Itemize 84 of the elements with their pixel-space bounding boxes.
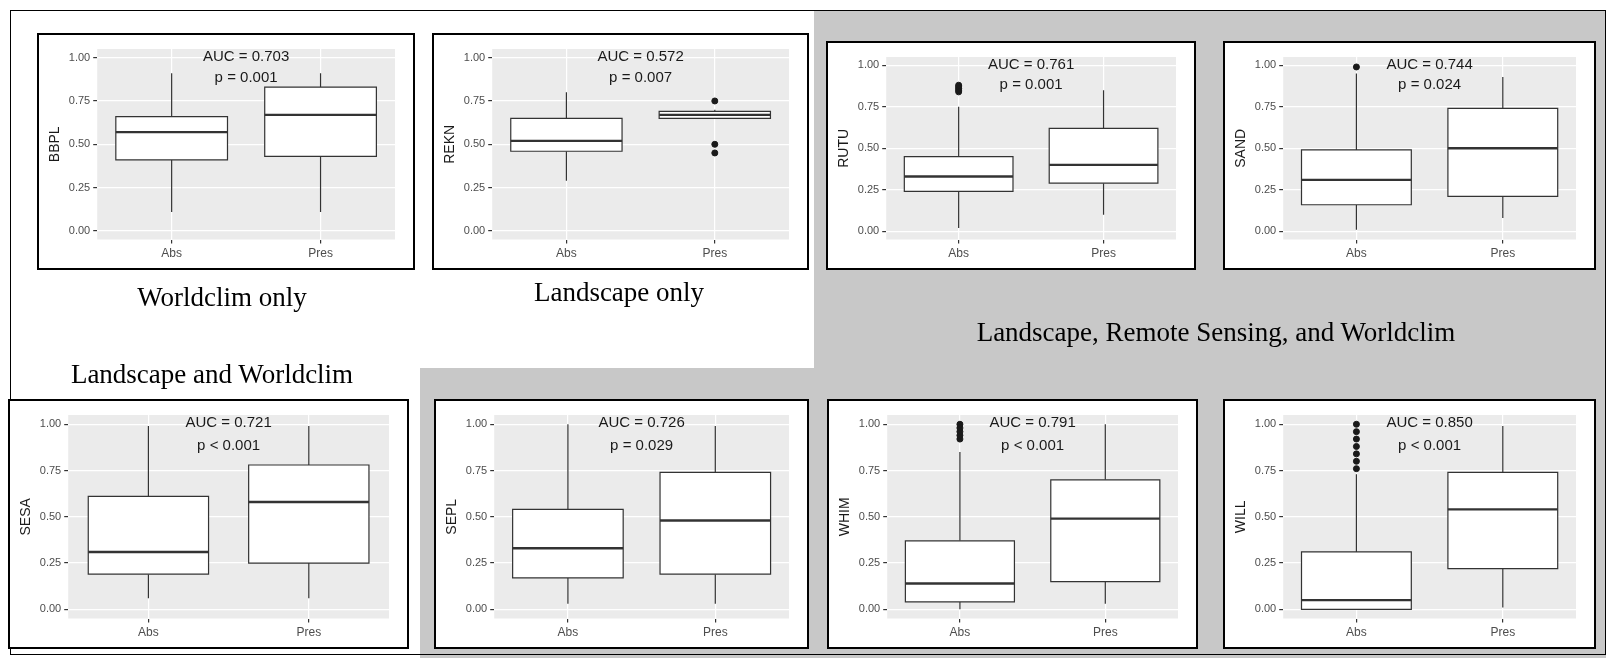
y-tick-label: 0.75: [68, 94, 91, 107]
y-tick-label: 0.50: [857, 141, 880, 154]
y-tick-label: 0.75: [39, 463, 62, 476]
x-tick-label: Abs: [557, 625, 579, 640]
x-tick-label: Abs: [948, 246, 969, 261]
y-tick-label: 0.50: [68, 137, 91, 150]
y-tick-label: 0.50: [39, 509, 62, 522]
y-axis-title: WILL: [1232, 500, 1249, 534]
y-tick-label: 0.25: [858, 556, 881, 569]
x-tick-label: Abs: [556, 246, 577, 261]
annotation: AUC = 0.744: [1386, 55, 1473, 73]
y-tick-label: 0.25: [39, 556, 62, 569]
x-tick-label: Pres: [1490, 625, 1516, 640]
y-tick-label: 1.00: [1254, 58, 1277, 71]
y-axis-title: REKN: [441, 124, 458, 164]
y-tick-label: 0.00: [463, 223, 486, 236]
annotation: p = 0.029: [610, 435, 674, 453]
annotation: AUC = 0.761: [987, 55, 1075, 73]
x-tick-label: Abs: [1346, 625, 1367, 640]
y-axis-title: SAND: [1232, 128, 1249, 168]
x-tick-label: Abs: [138, 625, 159, 640]
x-tick-label: Abs: [1346, 246, 1367, 261]
y-tick-label: 0.75: [1254, 463, 1277, 476]
y-tick-label: 1.00: [465, 417, 488, 430]
x-tick-label: Pres: [296, 625, 322, 640]
annotation: AUC = 0.850: [1386, 413, 1473, 431]
text: Landscape only: [533, 276, 705, 308]
y-tick-label: 0.50: [858, 509, 881, 522]
y-tick-label: 1.00: [1254, 417, 1277, 430]
y-tick-label: 0.50: [465, 509, 488, 522]
y-tick-label: 0.25: [857, 182, 880, 195]
annotation: p = 0.024: [1398, 75, 1462, 93]
text: Landscape, Remote Sensing, and Worldclim: [976, 316, 1456, 348]
y-tick-label: 0.00: [465, 602, 488, 615]
y-tick-label: 1.00: [857, 58, 880, 71]
annotation: AUC = 0.703: [202, 47, 290, 65]
annotation: AUC = 0.726: [598, 413, 685, 431]
y-axis-title: WHIM: [836, 497, 853, 537]
x-tick-label: Pres: [1092, 625, 1118, 640]
annotation: p = 0.007: [609, 68, 673, 86]
y-tick-label: 1.00: [463, 50, 486, 63]
annotation: p = 0.001: [999, 75, 1063, 93]
annotation: AUC = 0.721: [185, 413, 272, 431]
x-tick-label: Pres: [702, 246, 728, 261]
y-tick-label: 0.50: [1254, 509, 1277, 522]
y-tick-label: 0.25: [68, 180, 91, 193]
y-tick-label: 0.00: [858, 602, 881, 615]
annotation: p = 0.001: [214, 68, 278, 86]
y-tick-label: 0.00: [68, 223, 91, 236]
y-tick-label: 0.75: [465, 463, 488, 476]
y-tick-label: 0.25: [1254, 556, 1277, 569]
y-axis-title: BBPL: [46, 126, 63, 163]
annotation: p < 0.001: [1001, 435, 1065, 453]
y-tick-label: 0.00: [1254, 602, 1277, 615]
y-tick-label: 0.00: [1254, 224, 1277, 237]
annotation: AUC = 0.791: [989, 413, 1076, 431]
y-tick-label: 0.50: [1254, 141, 1277, 154]
annotation: p < 0.001: [1398, 435, 1462, 453]
x-tick-label: Pres: [1091, 246, 1116, 261]
y-tick-label: 0.25: [463, 180, 486, 193]
y-tick-label: 1.00: [858, 417, 881, 430]
x-tick-label: Pres: [702, 625, 728, 640]
y-tick-label: 0.00: [857, 224, 880, 237]
y-tick-label: 0.25: [1254, 182, 1277, 195]
y-tick-label: 0.75: [858, 463, 881, 476]
text: Landscape and Worldclim: [70, 358, 354, 390]
y-axis-title: SESA: [17, 497, 34, 536]
y-tick-label: 1.00: [39, 417, 62, 430]
y-axis-title: SEPL: [443, 498, 460, 535]
x-tick-label: Pres: [308, 246, 333, 261]
text: Worldclim only: [137, 281, 307, 313]
y-axis-title: RUTU: [835, 128, 852, 168]
annotation: p < 0.001: [197, 435, 261, 453]
y-tick-label: 1.00: [68, 50, 91, 63]
y-tick-label: 0.00: [39, 602, 62, 615]
x-tick-label: Pres: [1490, 246, 1516, 261]
x-tick-label: Abs: [949, 625, 971, 640]
annotation: AUC = 0.572: [597, 47, 684, 65]
y-tick-label: 0.50: [463, 137, 486, 150]
x-tick-label: Abs: [161, 246, 182, 261]
y-tick-label: 0.75: [463, 94, 486, 107]
y-tick-label: 0.75: [1254, 99, 1277, 112]
y-tick-label: 0.25: [465, 556, 488, 569]
y-tick-label: 0.75: [857, 99, 880, 112]
